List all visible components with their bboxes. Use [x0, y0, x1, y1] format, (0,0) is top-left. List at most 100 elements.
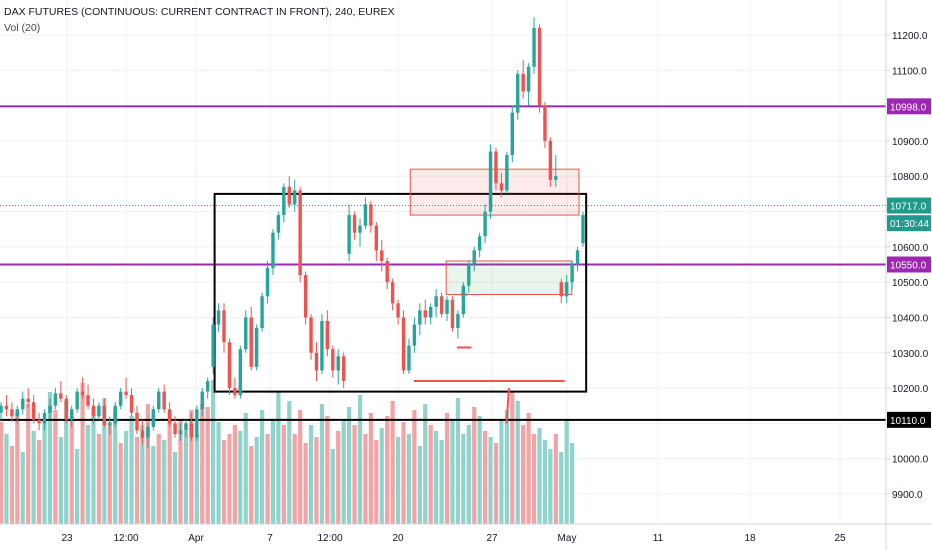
price-label-bg	[887, 215, 931, 232]
price-label-bg	[887, 197, 931, 214]
candle-body	[352, 215, 357, 233]
candle-body	[429, 306, 433, 318]
volume-bar	[183, 431, 189, 524]
candle-body	[91, 405, 96, 417]
candle-body	[548, 140, 553, 180]
candle-body	[581, 215, 585, 244]
candle-body	[238, 349, 243, 396]
candle-body	[575, 250, 580, 265]
volume-bar	[515, 401, 520, 524]
volume-bar	[488, 437, 493, 524]
volume-bar	[259, 410, 265, 524]
volume-bar	[330, 449, 335, 524]
volume-bar	[444, 413, 450, 524]
volume-bar	[336, 431, 341, 524]
x-tick-label: 11	[653, 533, 664, 544]
volume-bar	[499, 419, 504, 524]
candle-body	[42, 412, 47, 424]
volume-bar	[325, 416, 330, 524]
candle-body	[102, 405, 107, 426]
volume-bar	[548, 449, 553, 524]
candle-body	[97, 405, 101, 417]
volume-bar	[151, 446, 156, 524]
volume-bar	[31, 431, 36, 524]
volume-bar	[216, 422, 221, 524]
y-tick-label: 10400.0	[892, 313, 929, 324]
volume-bar	[357, 395, 363, 524]
price-label: 10550.0	[890, 261, 927, 272]
candle-body	[499, 183, 504, 191]
volume-bar	[205, 407, 210, 524]
volume-bar	[91, 407, 96, 524]
candle-body	[439, 296, 444, 314]
chart-title: DAX FUTURES (CONTINUOUS: CURRENT CONTRAC…	[4, 6, 395, 18]
volume-bar	[493, 443, 499, 524]
x-tick-label: 12:00	[317, 533, 342, 544]
candle-body	[516, 73, 520, 113]
volume-bar	[401, 422, 406, 524]
candle-body	[396, 303, 400, 318]
candle-body	[336, 356, 340, 371]
y-tick-label: 11100.0	[892, 66, 927, 77]
candle-body	[178, 430, 183, 434]
y-tick-label: 10000.0	[892, 455, 929, 466]
volume-bar	[189, 410, 194, 524]
volume-bar	[47, 392, 53, 524]
annotation-line	[505, 388, 510, 424]
x-tick-label: 23	[61, 533, 73, 544]
candle-body	[37, 419, 41, 424]
candle-body	[21, 398, 25, 410]
volume-bar	[238, 431, 243, 524]
candle-body	[10, 409, 14, 417]
volume-bar	[363, 434, 368, 524]
candle-body	[418, 310, 422, 325]
candle-body	[461, 285, 466, 314]
candle-body	[244, 317, 248, 350]
horizontal-lines	[0, 105, 886, 421]
candle-body	[374, 225, 379, 251]
candle-body	[64, 398, 68, 420]
volume-bar	[406, 434, 412, 524]
volume-bar	[553, 434, 558, 524]
candle-body	[260, 296, 264, 329]
volume-bar	[347, 407, 352, 524]
y-tick-label: 10300.0	[892, 349, 929, 360]
volume-bar	[428, 425, 433, 524]
volume-bar	[477, 416, 482, 524]
volume-bar	[15, 413, 20, 524]
candle-body	[407, 345, 411, 371]
volume-bar	[194, 434, 199, 524]
price-label-bg	[887, 411, 931, 428]
volume-bar	[319, 404, 325, 524]
candle-body	[456, 313, 460, 329]
candle-body	[31, 402, 36, 420]
candle-body	[483, 211, 487, 237]
candle-body	[108, 423, 112, 426]
volume-bar	[450, 419, 455, 524]
volume-bar	[390, 401, 395, 524]
volume-bar	[314, 437, 319, 524]
candle-body	[254, 328, 259, 367]
volume-bar	[53, 410, 58, 524]
x-tick-label: 20	[392, 533, 404, 544]
candle-body	[341, 356, 346, 382]
volume-bar	[526, 413, 531, 524]
volume-bar	[243, 413, 248, 524]
candle-body	[184, 423, 188, 431]
candle-body	[472, 250, 476, 265]
candle-body	[358, 225, 362, 233]
candle-body	[488, 151, 493, 212]
candle-body	[59, 393, 63, 399]
candle-body	[70, 409, 74, 420]
candle-body	[287, 186, 291, 205]
volume-bar	[374, 440, 379, 524]
x-tick-label: 7	[267, 533, 273, 544]
candle-body	[48, 405, 52, 413]
candle-body	[124, 391, 128, 396]
volume-bar	[42, 419, 47, 524]
volume-bar	[564, 419, 569, 524]
x-tick-label: 18	[744, 533, 756, 544]
volume-bar	[124, 431, 129, 524]
volume-bar	[162, 440, 167, 524]
